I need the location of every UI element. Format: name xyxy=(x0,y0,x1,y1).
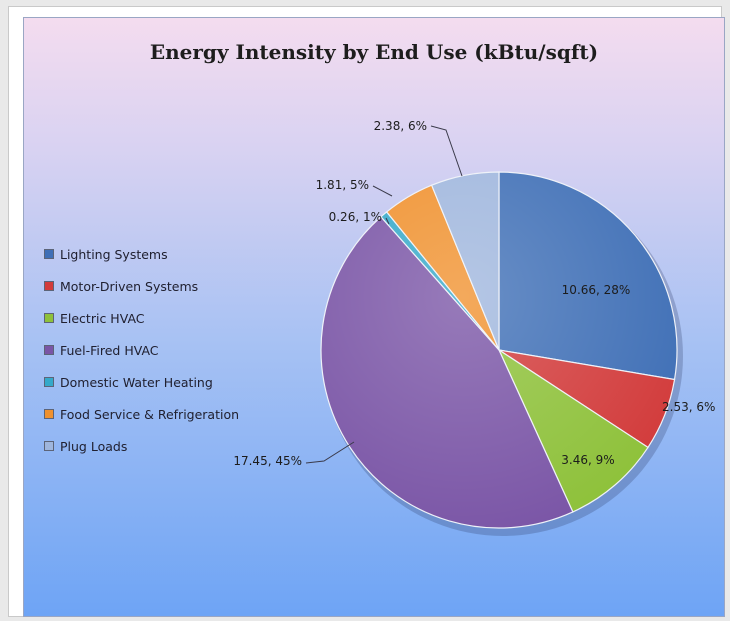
legend-swatch xyxy=(44,249,54,259)
legend-label: Fuel-Fired HVAC xyxy=(60,342,159,358)
leader-line xyxy=(430,125,463,177)
legend-item-water-heating: Domestic Water Heating xyxy=(44,366,239,398)
chart-title: Energy Intensity by End Use (kBtu/sqft) xyxy=(149,40,599,64)
data-label: 3.46, 9% xyxy=(561,453,614,467)
data-label: 0.26, 1% xyxy=(329,210,382,224)
legend-label: Domestic Water Heating xyxy=(60,374,213,390)
pie-gloss xyxy=(321,172,677,528)
legend-swatch xyxy=(44,377,54,387)
legend-item-plug-loads: Plug Loads xyxy=(44,430,239,462)
legend-swatch xyxy=(44,345,54,355)
legend-item-food-service: Food Service & Refrigeration xyxy=(44,398,239,430)
legend-label: Electric HVAC xyxy=(60,310,145,326)
legend-label: Food Service & Refrigeration xyxy=(60,406,240,422)
legend-label: Plug Loads xyxy=(60,438,128,454)
leader-line xyxy=(385,217,390,225)
legend-label: Motor-Driven Systems xyxy=(60,278,199,294)
legend-swatch xyxy=(44,313,54,323)
legend-item-motor: Motor-Driven Systems xyxy=(44,270,239,302)
legend-swatch xyxy=(44,281,54,291)
chart-area: Energy Intensity by End Use (kBtu/sqft) … xyxy=(23,17,725,617)
legend-swatch xyxy=(44,409,54,419)
leader-line xyxy=(305,441,355,464)
leader-line xyxy=(372,185,393,197)
data-label: 10.66, 28% xyxy=(562,283,631,297)
legend-item-electric-hvac: Electric HVAC xyxy=(44,302,239,334)
legend-item-lighting: Lighting Systems xyxy=(44,238,239,270)
data-label: 2.53, 6% xyxy=(662,400,715,414)
legend-label: Lighting Systems xyxy=(60,246,168,262)
data-label: 17.45, 45% xyxy=(233,454,302,468)
data-label: 2.38, 6% xyxy=(374,119,427,133)
pie-chart: 10.66, 28% 2.53, 6% 3.46, 9% 17.45, 45% 0.26… xyxy=(233,119,715,536)
chart-frame: Energy Intensity by End Use (kBtu/sqft) … xyxy=(8,6,725,617)
legend-swatch xyxy=(44,441,54,451)
legend: Lighting Systems Motor-Driven Systems El… xyxy=(44,238,239,462)
data-label: 1.81, 5% xyxy=(316,178,369,192)
legend-item-fuel-hvac: Fuel-Fired HVAC xyxy=(44,334,239,366)
